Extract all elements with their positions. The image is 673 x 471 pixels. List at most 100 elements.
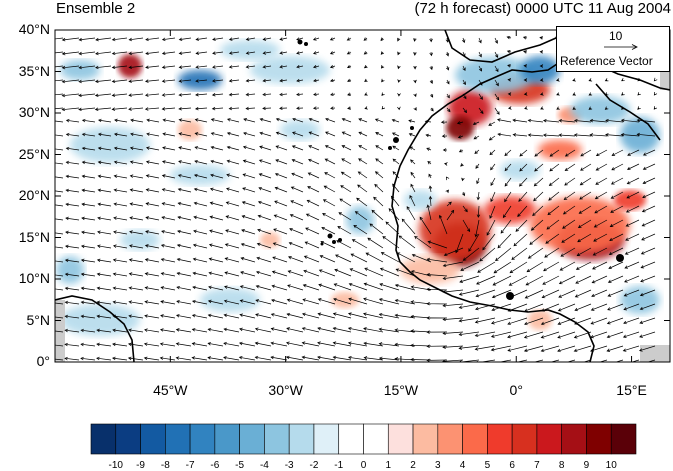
wind-vector (159, 328, 176, 333)
wind-vector (357, 171, 368, 179)
wind-vector (61, 65, 80, 70)
wind-vector (208, 271, 224, 277)
colorbar-label: -3 (284, 460, 294, 471)
wind-vector (446, 201, 452, 207)
wind-vector (363, 356, 384, 361)
wind-vector (426, 358, 448, 362)
wind-vector (322, 213, 336, 221)
wind-vector (245, 106, 256, 111)
wind-vector (255, 313, 272, 319)
wind-vector (178, 107, 192, 111)
wind-vector (128, 37, 144, 42)
wind-vector (475, 289, 496, 298)
wind-vector (161, 188, 176, 193)
wind-vector (257, 214, 272, 221)
wind-vector (145, 188, 160, 193)
wind-vector (636, 132, 656, 137)
wind-vector (313, 51, 320, 55)
wind-vector (524, 289, 544, 299)
wind-vector (129, 202, 144, 207)
wind-vector (308, 158, 320, 165)
wind-vector (364, 92, 368, 96)
wind-vector (367, 237, 384, 249)
wind-vector (224, 271, 240, 277)
wind-vector (113, 230, 128, 235)
wind-vector (507, 317, 528, 326)
wind-vector (442, 148, 447, 152)
wind-vector (517, 205, 528, 218)
wind-vector (274, 186, 288, 193)
wind-vector (458, 149, 464, 153)
wind-vector (512, 133, 528, 137)
wind-vector (195, 79, 208, 83)
wind-vector (555, 78, 560, 82)
wind-vector (508, 275, 528, 286)
wind-vector (504, 191, 512, 203)
wind-vector (308, 145, 320, 151)
wind-vector (128, 65, 144, 70)
wind-vector (474, 303, 496, 311)
wind-vector (512, 118, 528, 123)
colorbar-label: 4 (459, 460, 466, 471)
wind-vector (324, 145, 336, 151)
wind-vector (446, 107, 451, 113)
wind-vector (177, 215, 192, 221)
wind-vector (64, 272, 80, 277)
wind-vector (144, 286, 160, 291)
wind-vector (212, 51, 224, 55)
wind-vector (579, 177, 592, 186)
wind-vector (413, 65, 417, 70)
wind-vector (394, 283, 416, 291)
wind-vector (380, 65, 385, 69)
wind-vector (80, 244, 96, 249)
wind-vector (375, 132, 384, 137)
wind-vector (527, 247, 544, 259)
wind-vector (621, 92, 625, 96)
wind-vector (94, 93, 112, 98)
wind-vector (129, 174, 144, 179)
colorbar-swatch (189, 423, 216, 455)
wind-vector (80, 356, 96, 361)
wind-vector (301, 312, 320, 319)
colorbar-label: 5 (484, 460, 491, 471)
wind-vector (243, 131, 256, 137)
wind-vector (61, 107, 80, 112)
wind-vector (128, 93, 144, 97)
wind-vector (259, 117, 272, 123)
wind-vector (526, 261, 544, 273)
wind-vector (65, 202, 80, 207)
wind-vector (363, 297, 384, 305)
wind-vector (55, 65, 64, 68)
wind-vector (591, 275, 608, 284)
wind-vector (61, 37, 80, 42)
wind-vector (129, 230, 144, 235)
wind-vector (429, 65, 433, 71)
wind-vector (145, 146, 160, 151)
wind-vector (208, 285, 224, 291)
wind-vector (241, 229, 256, 235)
wind-vector (549, 163, 560, 172)
wind-vector (211, 79, 224, 83)
wind-vector (564, 149, 576, 157)
colorbar-label: -6 (210, 460, 220, 471)
wind-vector (391, 132, 400, 137)
wind-vector (653, 106, 658, 110)
wind-vector (478, 51, 482, 58)
wind-vector (271, 284, 288, 291)
wind-vector (127, 356, 144, 361)
wind-vector (55, 120, 64, 123)
wind-vector (324, 158, 336, 165)
wind-vector (364, 267, 384, 277)
wind-vector (641, 205, 656, 213)
wind-vector (111, 65, 128, 70)
wind-vector (332, 312, 352, 319)
wind-vector (378, 342, 400, 347)
wind-vector (55, 107, 64, 110)
wind-vector (489, 149, 496, 156)
colorbar-label: -1 (334, 460, 344, 471)
wind-vector (494, 37, 498, 44)
wind-vector (595, 177, 608, 185)
wind-vector (426, 330, 448, 334)
wind-vector (55, 316, 64, 319)
wind-vector (128, 286, 144, 291)
